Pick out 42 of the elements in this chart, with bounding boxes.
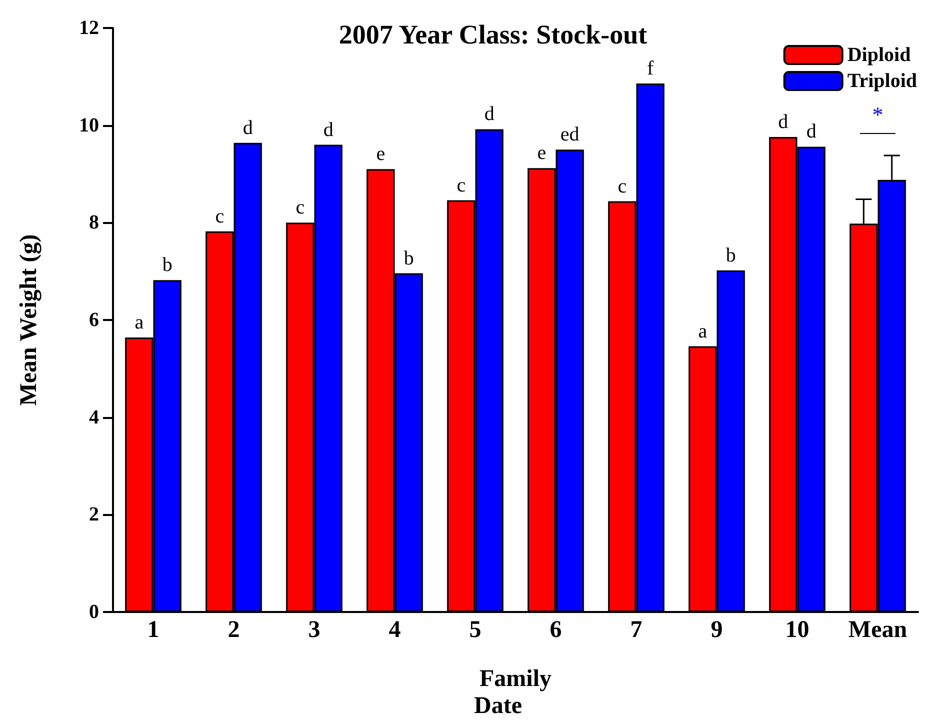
data-label: b (162, 254, 172, 276)
data-label: c (296, 196, 305, 219)
x-tick-label: 1 (147, 617, 160, 643)
x-tick-label: 6 (550, 617, 562, 643)
data-label: e (376, 143, 386, 166)
y-tick-label: 8 (89, 212, 99, 234)
data-label: a (698, 320, 708, 342)
data-label: f (647, 57, 654, 80)
data-label: b (404, 247, 414, 270)
y-tick-label: 10 (79, 114, 99, 136)
x-tick-label: 10 (785, 617, 810, 643)
y-tick-label: 4 (89, 406, 99, 428)
data-label: e (537, 142, 546, 164)
data-label: d (484, 103, 494, 126)
annotation: * (872, 102, 884, 128)
x-tick-label: Mean (848, 617, 908, 643)
data-label: d (323, 118, 334, 141)
y-tick-label: 6 (89, 309, 99, 331)
data-label: b (726, 244, 736, 266)
data-label: ed (560, 124, 580, 146)
x-tick-label: 4 (388, 617, 401, 643)
y-tick-label: 12 (79, 17, 99, 39)
x-axis-title: Family (480, 666, 552, 692)
x-tick-label: 2 (228, 617, 240, 643)
x-tick-label: 7 (630, 617, 642, 643)
data-label: c (456, 174, 466, 196)
chart-title: 2007 Year Class: Stock-out (338, 20, 648, 50)
data-label: d (778, 111, 788, 134)
legend-label: Triploid (847, 70, 918, 92)
data-label: d (806, 120, 816, 143)
data-label: c (618, 175, 627, 198)
legend-label: Diploid (847, 44, 911, 66)
x-tick-label: 9 (710, 617, 723, 643)
y-axis-title: Mean Weight (g) (16, 234, 42, 406)
data-label: c (215, 205, 224, 228)
y-tick-label: 0 (89, 601, 99, 623)
data-label: d (242, 116, 253, 139)
x-tick-label: 5 (469, 617, 482, 643)
data-label: a (134, 312, 144, 334)
text: Date (474, 693, 522, 719)
x-tick-label: 3 (308, 617, 320, 643)
y-tick-label: 2 (89, 504, 99, 526)
